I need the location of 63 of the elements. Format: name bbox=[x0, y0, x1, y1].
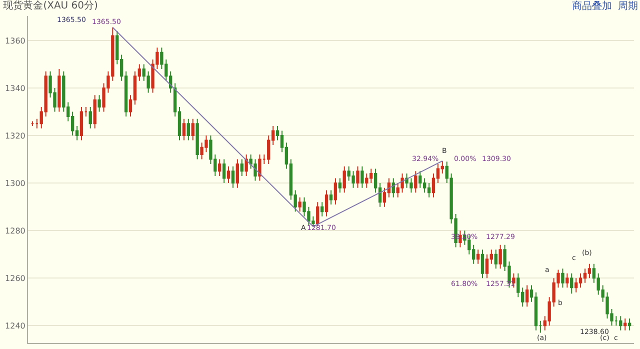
candlestick bbox=[566, 272, 569, 288]
candlestick bbox=[182, 118, 186, 141]
candlestick bbox=[84, 106, 88, 118]
candlestick bbox=[240, 158, 244, 176]
text: 商品叠加 bbox=[572, 0, 612, 12]
candlestick bbox=[80, 106, 84, 141]
candlestick bbox=[338, 178, 342, 194]
candlestick bbox=[88, 106, 92, 129]
candlestick bbox=[628, 318, 632, 331]
candlestick bbox=[561, 268, 564, 288]
text: 周期 bbox=[618, 0, 638, 12]
candlestick bbox=[58, 68, 61, 112]
candlestick bbox=[498, 244, 502, 270]
candlestick bbox=[525, 284, 529, 308]
candlestick bbox=[583, 268, 587, 284]
candlestick bbox=[480, 249, 484, 279]
candlestick bbox=[624, 318, 627, 331]
candlestick bbox=[186, 118, 190, 141]
y-tick-label: 1240 bbox=[5, 321, 26, 330]
candlestick bbox=[244, 154, 248, 176]
candlestick bbox=[356, 166, 360, 188]
y-tick-label: 1340 bbox=[5, 84, 26, 93]
candlestick bbox=[316, 202, 320, 226]
candlestick bbox=[320, 202, 324, 217]
candlestick bbox=[365, 173, 368, 188]
candlestick bbox=[222, 158, 226, 184]
candlestick bbox=[574, 278, 578, 293]
candlestick bbox=[93, 94, 96, 129]
candlestick bbox=[236, 158, 240, 188]
y-tick-label: 1280 bbox=[5, 226, 26, 236]
candlestick bbox=[476, 249, 480, 264]
candlestick bbox=[414, 170, 418, 194]
candlestick bbox=[329, 190, 333, 205]
candlestick bbox=[360, 166, 364, 188]
candlestick bbox=[334, 178, 338, 205]
candlestick bbox=[231, 166, 235, 188]
candlestick bbox=[218, 158, 222, 176]
candlestick bbox=[570, 272, 574, 294]
candlestick bbox=[298, 196, 302, 212]
candlestick bbox=[196, 118, 199, 160]
candlestick bbox=[342, 166, 346, 194]
candlestick bbox=[619, 316, 622, 331]
candlestick bbox=[485, 254, 489, 279]
candlestick bbox=[400, 173, 404, 194]
candlestick bbox=[35, 118, 38, 129]
candlestick bbox=[226, 166, 230, 184]
candlestick bbox=[427, 182, 431, 198]
candlestick bbox=[494, 249, 498, 270]
candlestick bbox=[258, 154, 262, 182]
y-tick-label: 1320 bbox=[5, 131, 26, 140]
y-tick-label: 1360 bbox=[5, 36, 26, 46]
chart-title: 现货黄金(XAU 60分) bbox=[3, 0, 98, 12]
candlestick bbox=[324, 190, 328, 217]
candlestick bbox=[538, 320, 542, 334]
candlestick bbox=[578, 272, 582, 288]
y-tick-label: 1260 bbox=[5, 274, 26, 283]
candlestick bbox=[418, 170, 422, 188]
candlestick bbox=[30, 120, 34, 127]
candlestick bbox=[588, 263, 592, 279]
candlestick bbox=[98, 94, 101, 112]
y-tick-label: 1300 bbox=[5, 178, 26, 188]
candlestick bbox=[191, 118, 194, 141]
candlestick bbox=[392, 178, 395, 198]
